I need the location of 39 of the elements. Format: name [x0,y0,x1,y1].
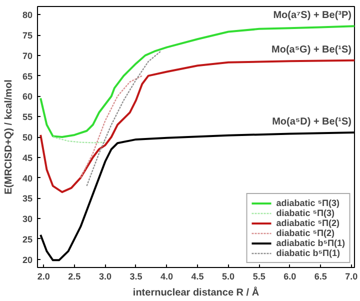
annotation: Mo(a⁷S) + Be(³P) [273,10,352,22]
x-tick-label: 7.0 [345,272,358,282]
line-series [40,25,354,138]
x-tick-label: 3.5 [130,272,142,282]
x-tick-label: 6.5 [314,272,327,282]
legend-label: diabatic ⁵Π(2) [276,228,334,238]
y-tick-label: 45 [22,152,33,163]
y-tick-label: 80 [22,10,33,20]
legend-label: adiabatic b⁵Π(1) [276,238,345,248]
line-series [40,59,354,194]
y-tick-label: 50 [22,132,33,142]
x-tick-label: 2.5 [68,272,81,282]
y-tick-label: 30 [22,214,33,224]
y-tick-label: 55 [22,112,33,122]
y-tick-label: 40 [22,173,33,184]
x-tick-label: 4.5 [191,272,204,282]
x-tick-label: 4.0 [160,272,174,282]
line-series [80,75,143,178]
x-tick-label: 6.0 [284,272,296,282]
annotation: Mo(a⁵D) + Be(¹S) [272,116,352,128]
y-axis-title: E(MRCISD+Q) / kcal/mol [3,79,14,194]
line-series [86,50,162,187]
x-tick-label: 5.0 [222,272,235,282]
x-axis-title: internuclear distance R / Å [132,286,260,298]
y-tick-label: 35 [22,194,33,204]
x-tick-label: 5.5 [252,272,266,282]
x-tick-label: 3.0 [98,272,112,282]
legend-label: adiabatic ⁵Π(3) [276,198,340,208]
y-tick-label: 60 [22,92,33,102]
legend-label: adiabatic ⁵Π(2) [276,218,340,228]
legend-label: diabatic ⁵Π(3) [276,208,334,218]
y-tick-label: 20 [22,254,33,265]
y-tick-label: 25 [22,234,33,244]
y-tick-label: 65 [22,71,33,82]
legend-label: diabatic b⁵Π(1) [276,248,340,258]
y-tick-label: 75 [22,30,33,41]
annotation: Mo(a⁵G) + Be(¹S) [272,44,352,56]
y-tick-label: 70 [22,50,33,61]
x-tick-label: 2.0 [37,272,50,282]
